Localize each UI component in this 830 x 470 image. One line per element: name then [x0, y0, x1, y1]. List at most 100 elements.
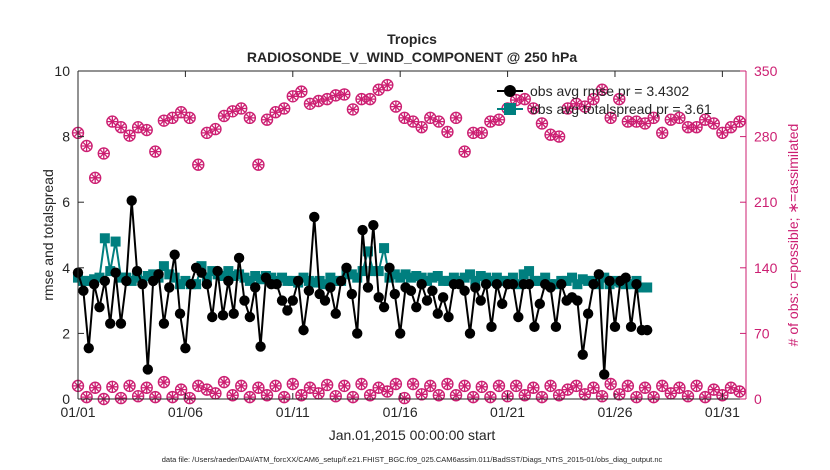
rmse-point [180, 342, 191, 354]
totalspread-point [486, 275, 497, 286]
rmse-point [432, 308, 443, 319]
obs-possible-circle [157, 375, 171, 389]
obs-possible-circle [673, 381, 686, 394]
obs-possible-circle [174, 383, 188, 396]
obs-possible-circle [518, 92, 531, 106]
totalspread-point [438, 275, 449, 286]
obs-count-marker [217, 375, 231, 389]
obs-possible-circle [681, 389, 695, 403]
totalspread-point [534, 275, 545, 286]
rmse-point [131, 265, 143, 277]
obs-possible-circle [527, 381, 540, 394]
obs-count-marker [329, 389, 342, 403]
obs-assimilated-star [270, 107, 281, 118]
y-axis-label: rmse and totalspread [40, 169, 56, 301]
obs-possible-circle [303, 381, 317, 394]
obs-count-marker [338, 379, 351, 393]
obs-count-marker [123, 379, 136, 393]
rmse-point [443, 311, 454, 323]
obs-assimilated-star [708, 384, 719, 395]
obs-assimilated-star [322, 379, 333, 390]
obs-possible-circle [329, 389, 342, 403]
obs-possible-circle [166, 111, 179, 125]
obs-assimilated-star [725, 122, 736, 133]
obs-count-marker [449, 389, 463, 402]
obs-possible-circle [252, 381, 265, 394]
obs-possible-circle [544, 379, 557, 393]
obs-assimilated-star [158, 115, 169, 126]
totalspread-point [459, 272, 470, 283]
obs-assimilated-star [219, 377, 230, 388]
obs-possible-circle [114, 391, 128, 405]
totalspread-point [507, 272, 518, 283]
rmse-point [486, 321, 497, 333]
rmse-point [556, 279, 567, 290]
rmse-point [620, 272, 631, 283]
rmse-point [298, 324, 309, 336]
obs-assimilated-star [648, 392, 659, 403]
y-tick-label: 4 [62, 260, 70, 276]
obs-assimilated-star [545, 129, 556, 140]
rmse-point [459, 285, 470, 296]
totalspread-point [158, 261, 169, 272]
x-tick-label: 01/16 [383, 404, 418, 420]
obs-count-marker [535, 117, 549, 130]
rmse-point [303, 285, 315, 296]
obs-assimilated-star [90, 382, 101, 393]
obs-possible-circle [630, 115, 643, 128]
obs-possible-circle [415, 388, 428, 401]
rmse-point [164, 282, 175, 293]
obs-possible-circle [260, 113, 274, 126]
totalspread-point [132, 272, 143, 283]
totalspread-point [217, 271, 228, 281]
obs-count-marker [613, 92, 626, 106]
obs-assimilated-star [597, 391, 608, 402]
obs-assimilated-star [365, 94, 376, 105]
obs-assimilated-star [442, 379, 453, 390]
obs-possible-circle [595, 389, 609, 403]
obs-possible-circle [535, 390, 549, 404]
obs-assimilated-star [262, 114, 273, 125]
obs-count-marker [509, 93, 523, 107]
rmse-point [470, 282, 481, 293]
obs-possible-circle [131, 389, 145, 403]
totalspread-point [309, 277, 320, 288]
obs-assimilated-star [210, 388, 221, 399]
obs-possible-circle [106, 115, 119, 128]
obs-assimilated-star [536, 392, 547, 403]
obs-count-marker [647, 390, 660, 404]
x-axis-label: Jan.01,2015 00:00:00 start [329, 427, 496, 443]
rmse-point [437, 292, 449, 303]
obs-possible-circle [578, 388, 592, 401]
rmse-point [99, 275, 111, 287]
obs-possible-circle [552, 389, 566, 402]
obs-count-marker [733, 115, 746, 128]
obs-assimilated-star [451, 390, 462, 401]
totalspread-point [228, 271, 239, 281]
obs-count-marker [527, 102, 540, 115]
obs-count-marker [346, 390, 360, 404]
y-tick-label: 2 [62, 325, 70, 341]
obs-count-marker [363, 92, 377, 106]
totalspread-point [341, 269, 352, 280]
obs-assimilated-star [562, 384, 573, 395]
obs-count-marker [604, 111, 617, 125]
rmse-point [475, 295, 486, 306]
totalspread-point [448, 272, 459, 283]
obs-assimilated-star [631, 116, 642, 127]
totalspread-point [94, 272, 105, 283]
obs-assimilated-star [167, 112, 178, 123]
rmse-point [88, 279, 100, 290]
obs-possible-circle [106, 380, 119, 394]
rmse-point [83, 342, 94, 354]
rmse-point [330, 308, 341, 319]
obs-possible-circle [123, 129, 136, 142]
x-tick-label: 01/21 [490, 404, 525, 420]
obs-assimilated-star [227, 390, 238, 401]
obs-assimilated-star [339, 89, 350, 100]
obs-assimilated-star [433, 390, 444, 401]
obs-possible-circle [458, 379, 471, 393]
obs-count-marker [329, 89, 342, 102]
lower-obs-markers [71, 375, 746, 406]
rmse-point [196, 267, 207, 278]
